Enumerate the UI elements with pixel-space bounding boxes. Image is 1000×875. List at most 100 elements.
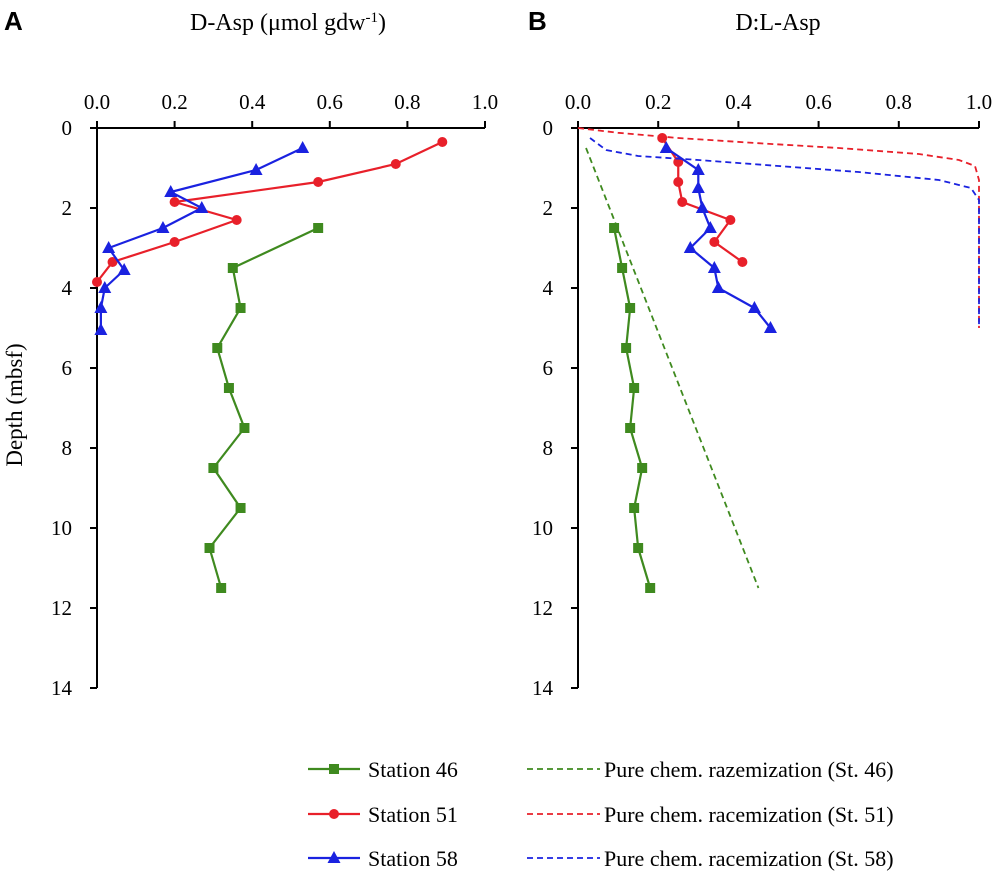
panel-b-station-58-point [703, 221, 717, 233]
panel-a-y-tick-label: 10 [51, 516, 72, 540]
panel-a-station-51-point [169, 197, 180, 207]
legend: Station 46 Station 51 Station 58 Pure chem.… [308, 757, 894, 871]
panel-b-axes: 0.0 0.2 0.4 0.6 0.8 1.0 0 2 4 6 8 10 12 14 [532, 90, 992, 700]
panel-a-y-tick-label: 8 [62, 436, 73, 460]
panel-a-y-label: Depth (mbsf) [2, 343, 27, 466]
panel-a-y-tick-label: 4 [62, 276, 73, 300]
panel-a-station-46-point [212, 343, 223, 353]
legend-station-51-label: Station 51 [368, 802, 458, 827]
panel-b-station-46-point [617, 263, 628, 273]
panel-b-x-tick-label: 1.0 [966, 90, 992, 114]
panel-a-station-58-point [195, 201, 209, 213]
panel-a-x-tick-label: 0.6 [317, 90, 343, 114]
legend-station-46-label: Station 46 [368, 757, 458, 782]
panel-a-station-58-point [164, 185, 178, 197]
panel-b-y-tick-label: 0 [543, 116, 554, 140]
panel-a-series [92, 137, 448, 593]
panel-b-x-tick-label: 0.2 [645, 90, 671, 114]
panel-b-station-46-point [645, 583, 656, 593]
panel-a-station-51-point [390, 159, 401, 169]
panel-a-x-tick-label: 1.0 [472, 90, 498, 114]
panel-b-station-46-point [621, 343, 632, 353]
panel-b-station-58-point [711, 281, 725, 293]
panel-b-station-51-point [677, 197, 688, 207]
panel-a-station-58-point [296, 141, 310, 153]
panel-b-station-58-point [695, 201, 709, 213]
panel-b-y-tick-label: 12 [532, 596, 553, 620]
panel-a-station-51-point [92, 277, 102, 287]
panel-a-station-58-point [94, 301, 108, 313]
panel-b-station-46-point [629, 503, 640, 513]
panel-b-station-46-point [625, 303, 636, 313]
panel-b-station-58-point [683, 241, 697, 253]
panel-a-y-tick-label: 12 [51, 596, 72, 620]
panel-a-station-51-point [231, 215, 242, 225]
panel-b-label: B [528, 6, 547, 36]
panel-b-station-46-point [637, 463, 648, 473]
panel-a-station-46-point [208, 463, 219, 473]
panel-b-title: D:L-Asp [735, 10, 820, 36]
panel-b-series [577, 127, 980, 593]
panel-b-station-58-point [691, 181, 705, 193]
panel-a-station-46-point [235, 503, 246, 513]
panel-a-station-58-point [94, 323, 108, 335]
panel-a-y-tick-label: 0 [62, 116, 73, 140]
panel-b-station-58-point [763, 321, 777, 333]
panel-b-station-58-point [707, 261, 721, 273]
panel-b-station-51-point [725, 215, 736, 225]
panel-a-station-58-point [249, 163, 263, 175]
panel-b-station-51-point [673, 177, 684, 187]
panel-a-x-tick-label: 0.8 [394, 90, 420, 114]
panel-b-pure-chem-racemization-st-58-line [589, 137, 980, 328]
legend-station-58-marker [327, 851, 341, 863]
panel-b-station-51-point [737, 257, 748, 267]
panel-a-y-tick-label: 2 [62, 196, 73, 220]
panel-a-station-46-point [227, 263, 238, 273]
panel-b-pure-chem-racemization-st-51-line [577, 127, 980, 328]
panel-a-station-58-point [102, 241, 116, 253]
panel-a-x-tick-label: 0.0 [84, 90, 110, 114]
panel-b-station-58-point [747, 301, 761, 313]
panel-a-station-51-point [169, 237, 180, 247]
panel-b-x-tick-label: 0.6 [805, 90, 831, 114]
panel-a-y-tick-label: 14 [51, 676, 73, 700]
legend-pure-chem-racemization-st-58-label: Pure chem. racemization (St. 58) [604, 846, 894, 871]
legend-station-58-label: Station 58 [368, 846, 458, 871]
panel-a-station-51-point [437, 137, 448, 147]
panel-b-station-58-point [659, 141, 673, 153]
panel-a-station-58-point [156, 221, 170, 233]
panel-b-y-tick-label: 6 [543, 356, 554, 380]
panel-a-station-46-point [204, 543, 215, 553]
panel-a-y-tick-label: 6 [62, 356, 73, 380]
panel-b-station-46-point [629, 383, 640, 393]
legend-station-51-marker [329, 809, 339, 819]
legend-station-46-marker [329, 764, 339, 774]
panel-a-title: D-Asp (μmol gdw-1) [190, 10, 386, 36]
panel-a-station-46-point [223, 383, 234, 393]
panel-b-y-tick-label: 8 [543, 436, 554, 460]
panel-a: A D-Asp (μmol gdw-1) 0.0 0.2 0.4 0.6 0.8 1.00… [2, 6, 498, 700]
panel-b-x-tick-label: 0.8 [886, 90, 912, 114]
panel-b-station-46-line [613, 227, 652, 589]
panel-b-y-tick-label: 14 [532, 676, 554, 700]
panel-b-y-tick-label: 10 [532, 516, 553, 540]
panel-a-station-46-line [208, 227, 319, 589]
panel-a-station-46-point [216, 583, 227, 593]
panel-b-station-46-point [609, 223, 620, 233]
panel-b-station-51-point [657, 133, 668, 143]
panel-a-station-46-point [239, 423, 250, 433]
panel-b-station-46-point [625, 423, 636, 433]
panel-b: B D:L-Asp 0.0 0.2 0.4 0.6 0.8 1.0 0 2 4 6 8 10 12 14 [528, 6, 992, 700]
panel-a-station-46-point [235, 303, 246, 313]
panel-b-x-tick-label: 0.0 [565, 90, 591, 114]
panel-b-y-tick-label: 2 [543, 196, 554, 220]
panel-b-y-tick-label: 4 [543, 276, 554, 300]
panel-b-x-tick-label: 0.4 [725, 90, 752, 114]
panel-a-x-tick-label: 0.4 [239, 90, 266, 114]
panel-b-station-58-line [665, 147, 772, 329]
panel-a-x-tick-label: 0.2 [161, 90, 187, 114]
panel-b-station-58-point [691, 163, 705, 175]
panel-b-station-51-line [661, 137, 744, 263]
panel-a-axes: 0.0 0.2 0.4 0.6 0.8 1.0 0 2 4 6 8 10 12 14 [51, 90, 498, 700]
